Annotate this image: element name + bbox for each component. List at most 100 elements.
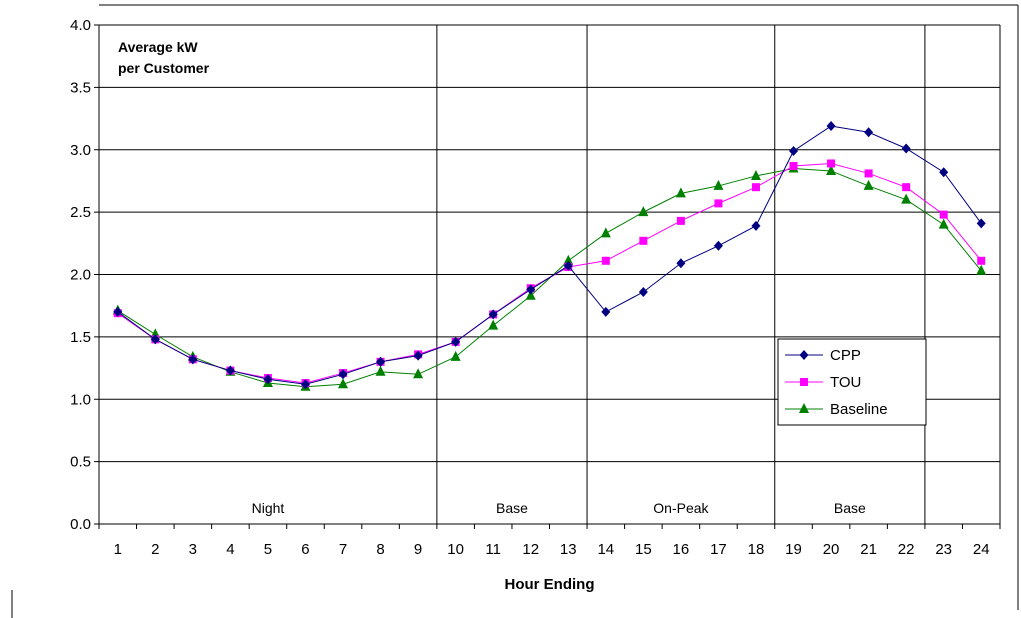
data-point [799, 403, 809, 413]
legend-label: CPP [830, 347, 861, 364]
data-point [676, 216, 685, 225]
data-point [450, 350, 461, 361]
data-point [713, 240, 723, 251]
data-point [488, 319, 499, 330]
x-tick-label: 15 [635, 541, 652, 558]
period-label: Night [252, 500, 285, 516]
x-tick-label: 10 [447, 541, 464, 558]
data-point [976, 264, 987, 275]
data-point [750, 169, 761, 180]
x-tick-label: 20 [823, 541, 840, 558]
x-tick-label: 11 [485, 541, 501, 558]
data-point [300, 379, 310, 390]
legend-label: TOU [830, 374, 861, 391]
annotation-line: per Customer [118, 60, 210, 76]
data-point [601, 256, 610, 265]
data-point [977, 256, 986, 265]
y-tick-label: 0.0 [70, 516, 91, 533]
x-tick-label: 1 [114, 541, 122, 558]
period-label: On-Peak [653, 500, 709, 516]
data-point [789, 161, 798, 170]
x-tick-label: 3 [189, 541, 197, 558]
period-label: Base [834, 500, 866, 516]
data-point [338, 378, 349, 389]
x-tick-label: 8 [376, 541, 384, 558]
data-point [375, 365, 386, 376]
annotation-line: Average kW [118, 39, 198, 55]
data-point [451, 336, 461, 347]
legend-item-cpp: CPP [785, 347, 861, 364]
data-point [864, 169, 873, 178]
data-point [488, 309, 498, 320]
data-point [338, 369, 348, 380]
x-axis-ticks: 1 2 3 4 5 6 7 8 9 10 11 12 13 14 15 16 17 18 19 20 21 22 23 24 [98, 524, 1001, 558]
data-point [563, 254, 574, 265]
data-point [826, 121, 836, 132]
data-point [976, 218, 986, 229]
data-point [713, 179, 724, 190]
data-point [639, 236, 648, 245]
series-lines [112, 121, 987, 391]
data-point [376, 356, 386, 367]
data-point [901, 193, 912, 204]
x-tick-label: 7 [339, 541, 347, 558]
x-tick-label: 14 [597, 541, 614, 558]
data-point [902, 183, 911, 192]
y-tick-label: 0.5 [70, 454, 91, 471]
data-point [225, 365, 235, 376]
data-point [751, 220, 761, 231]
data-point [939, 167, 949, 178]
data-point [938, 218, 949, 229]
data-point [901, 143, 911, 154]
x-tick-label: 9 [414, 541, 422, 558]
y-tick-label: 2.5 [70, 204, 91, 221]
x-tick-label: 22 [898, 541, 915, 558]
data-point [150, 334, 160, 345]
data-point [939, 210, 948, 219]
y-tick-label: 1.5 [70, 329, 91, 346]
x-tick-label: 19 [785, 541, 802, 558]
data-point [638, 286, 648, 297]
data-point [600, 227, 611, 238]
x-tick-label: 5 [264, 541, 272, 558]
data-point [263, 374, 273, 385]
x-axis-title: Hour Ending [505, 576, 595, 593]
x-tick-label: 16 [673, 541, 690, 558]
y-tick-label: 3.5 [70, 79, 91, 96]
data-point [800, 378, 808, 386]
x-tick-label: 21 [860, 541, 877, 558]
data-point [638, 206, 649, 217]
x-tick-label: 2 [151, 541, 159, 558]
legend-item-tou: TOU [785, 374, 861, 391]
series-cpp [113, 121, 986, 390]
period-dividers [436, 25, 926, 524]
data-point [864, 127, 874, 138]
legend-label: Baseline [830, 401, 888, 418]
legend-item-baseline: Baseline [785, 401, 888, 418]
y-tick-label: 4.0 [70, 17, 91, 34]
data-point [826, 164, 837, 175]
x-tick-label: 18 [748, 541, 765, 558]
y-tick-label: 1.0 [70, 391, 91, 408]
data-point [827, 159, 836, 168]
data-point [714, 199, 723, 208]
series-baseline [112, 162, 987, 391]
period-label: Base [496, 500, 528, 516]
data-point [563, 260, 573, 271]
data-point [188, 354, 198, 365]
gridlines [99, 24, 1001, 524]
x-tick-label: 23 [935, 541, 952, 558]
data-point [413, 368, 424, 379]
x-tick-label: 13 [560, 541, 577, 558]
data-point [675, 187, 686, 198]
x-tick-label: 24 [973, 541, 990, 558]
y-axis-ticks: 0.0 0.5 1.0 1.5 2.0 2.5 3.0 3.5 4.0 [70, 17, 99, 533]
x-tick-label: 12 [522, 541, 539, 558]
data-point [525, 289, 536, 300]
data-point [789, 145, 799, 156]
series-line [117, 125, 982, 385]
x-tick-label: 17 [710, 541, 727, 558]
data-point [799, 350, 809, 360]
legend: CPP TOU Baseline [777, 338, 927, 426]
